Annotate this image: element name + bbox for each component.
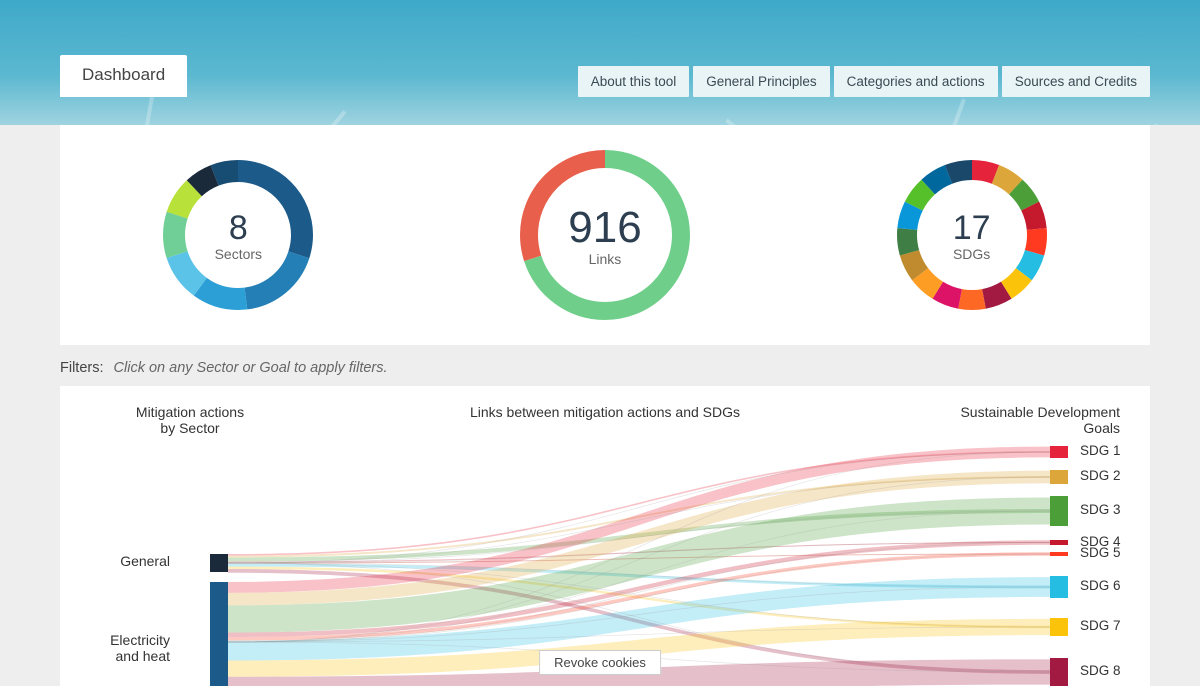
filters-hint: Click on any Sector or Goal to apply fil… [114, 360, 388, 376]
nav-links: About this toolGeneral PrinciplesCategor… [578, 66, 1150, 97]
sectors-value: 8 [215, 209, 262, 248]
sector-label[interactable]: Electricityand heat [60, 632, 170, 664]
nav-link-1[interactable]: General Principles [693, 66, 829, 97]
sankey-header-left: Mitigation actionsby Sector [90, 404, 290, 436]
sectors-label: Sectors [215, 246, 262, 262]
sankey-header-mid: Links between mitigation actions and SDG… [290, 404, 920, 436]
nav-link-2[interactable]: Categories and actions [834, 66, 998, 97]
donut-sectors[interactable]: 8 Sectors [163, 160, 313, 310]
sdg-label[interactable]: SDG 7 [1080, 618, 1121, 633]
filters-row: Filters: Click on any Sector or Goal to … [60, 360, 1150, 376]
sdg-label[interactable]: SDG 2 [1080, 468, 1121, 483]
sankey-panel: Mitigation actionsby Sector Links betwee… [60, 386, 1150, 686]
sdg-label[interactable]: SDG 8 [1080, 663, 1121, 678]
nav-link-0[interactable]: About this tool [578, 66, 690, 97]
sdg-label[interactable]: SDG 5 [1080, 545, 1121, 560]
sdg-label[interactable]: SDG 1 [1080, 443, 1121, 458]
donut-sdgs[interactable]: 17 SDGs [897, 160, 1047, 310]
sdgs-label: SDGs [953, 246, 991, 262]
revoke-cookies-button[interactable]: Revoke cookies [539, 650, 661, 675]
summary-cards-panel: 8 Sectors 916 Links 17 SDGs [60, 125, 1150, 345]
tabs-row: Dashboard About this toolGeneral Princip… [0, 55, 1200, 97]
links-value: 916 [568, 203, 641, 253]
sdg-label[interactable]: SDG 3 [1080, 502, 1121, 517]
sdg-label[interactable]: SDG 6 [1080, 578, 1121, 593]
links-label: Links [568, 251, 641, 267]
sdgs-value: 17 [953, 209, 991, 248]
filters-label: Filters: [60, 360, 104, 376]
donut-links[interactable]: 916 Links [520, 150, 690, 320]
nav-link-3[interactable]: Sources and Credits [1002, 66, 1150, 97]
tab-dashboard[interactable]: Dashboard [60, 55, 187, 97]
sankey-header-right: Sustainable DevelopmentGoals [920, 404, 1120, 436]
sector-label[interactable]: General [60, 553, 170, 569]
